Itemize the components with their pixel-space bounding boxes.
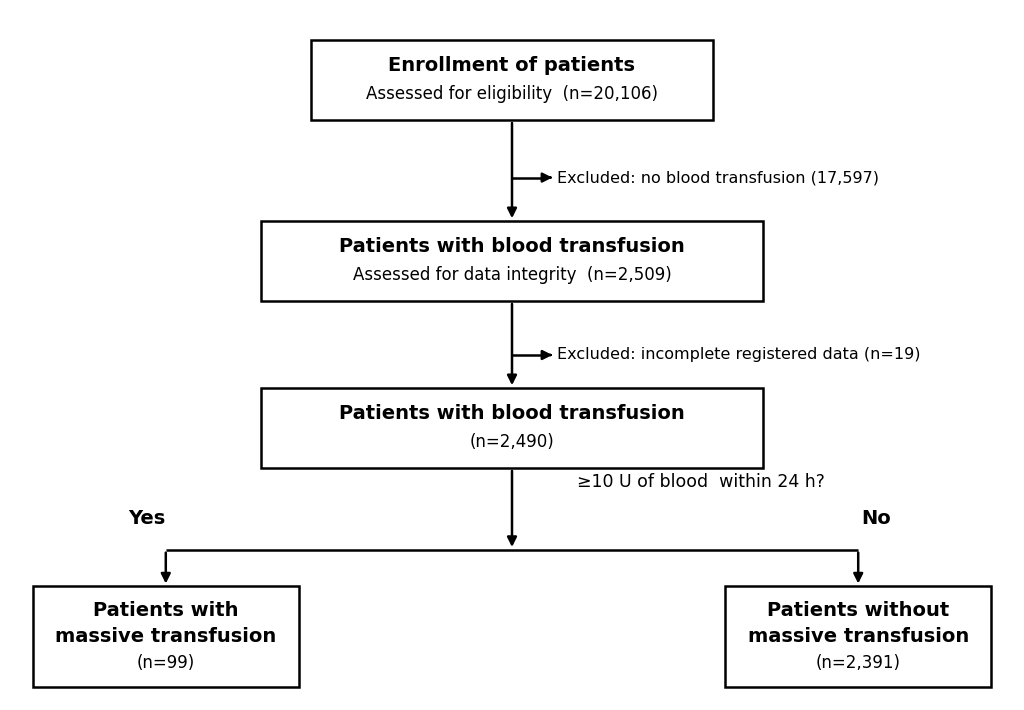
Text: Enrollment of patients: Enrollment of patients (388, 56, 636, 75)
Text: massive transfusion: massive transfusion (55, 628, 276, 646)
FancyBboxPatch shape (261, 388, 763, 468)
Text: Excluded: no blood transfusion (17,597): Excluded: no blood transfusion (17,597) (557, 170, 880, 185)
Text: Patients with blood transfusion: Patients with blood transfusion (339, 404, 685, 423)
Text: Patients without: Patients without (767, 601, 949, 620)
Text: Patients with: Patients with (93, 601, 239, 620)
Text: No: No (861, 509, 891, 528)
FancyBboxPatch shape (311, 40, 713, 120)
Text: Assessed for eligibility  (n=20,106): Assessed for eligibility (n=20,106) (366, 85, 658, 104)
Text: massive transfusion: massive transfusion (748, 628, 969, 646)
Text: ≥10 U of blood  within 24 h?: ≥10 U of blood within 24 h? (578, 473, 825, 491)
Text: (n=2,391): (n=2,391) (816, 655, 901, 672)
Text: (n=2,490): (n=2,490) (470, 433, 554, 452)
Text: Assessed for data integrity  (n=2,509): Assessed for data integrity (n=2,509) (352, 266, 672, 285)
Text: Patients with blood transfusion: Patients with blood transfusion (339, 237, 685, 256)
Text: (n=99): (n=99) (136, 655, 195, 672)
FancyBboxPatch shape (725, 586, 991, 687)
Text: Excluded: incomplete registered data (n=19): Excluded: incomplete registered data (n=… (557, 347, 921, 363)
Text: Yes: Yes (129, 509, 166, 528)
FancyBboxPatch shape (261, 221, 763, 301)
FancyBboxPatch shape (33, 586, 299, 687)
